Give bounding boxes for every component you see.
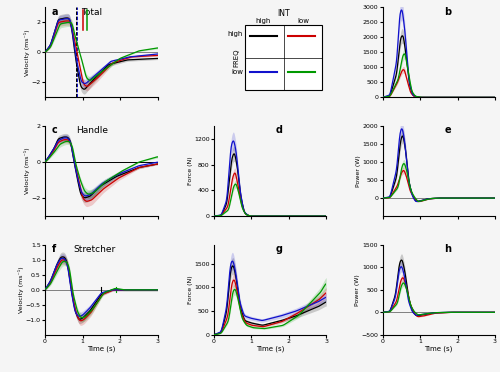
- Text: a: a: [52, 7, 58, 17]
- Text: Handle: Handle: [76, 126, 108, 135]
- X-axis label: Time (s): Time (s): [256, 345, 284, 352]
- Text: g: g: [276, 244, 282, 254]
- Y-axis label: Power (W): Power (W): [355, 274, 360, 306]
- Y-axis label: Velocity (ms⁻¹): Velocity (ms⁻¹): [24, 29, 30, 76]
- Text: Total: Total: [81, 8, 102, 17]
- Bar: [245, 25, 322, 90]
- Text: h: h: [444, 244, 452, 254]
- Text: high: high: [256, 17, 271, 24]
- Text: d: d: [276, 125, 282, 135]
- Text: Stretcher: Stretcher: [73, 245, 116, 254]
- Text: low: low: [298, 17, 310, 24]
- Y-axis label: Velocity (ms⁻¹): Velocity (ms⁻¹): [18, 266, 24, 313]
- Text: c: c: [52, 125, 58, 135]
- Text: f: f: [52, 244, 56, 254]
- X-axis label: Time (s): Time (s): [424, 345, 453, 352]
- Text: high: high: [228, 31, 243, 38]
- X-axis label: Time (s): Time (s): [87, 345, 116, 352]
- Text: e: e: [444, 125, 451, 135]
- Text: b: b: [444, 7, 452, 17]
- Y-axis label: Velocity (ms⁻¹): Velocity (ms⁻¹): [24, 148, 30, 195]
- Text: low: low: [231, 69, 243, 75]
- Y-axis label: Power (W): Power (W): [356, 155, 362, 187]
- Y-axis label: Force (N): Force (N): [188, 157, 192, 185]
- Y-axis label: Force (N): Force (N): [188, 276, 192, 304]
- Text: INT: INT: [277, 9, 290, 18]
- Text: FREQ: FREQ: [233, 49, 239, 67]
